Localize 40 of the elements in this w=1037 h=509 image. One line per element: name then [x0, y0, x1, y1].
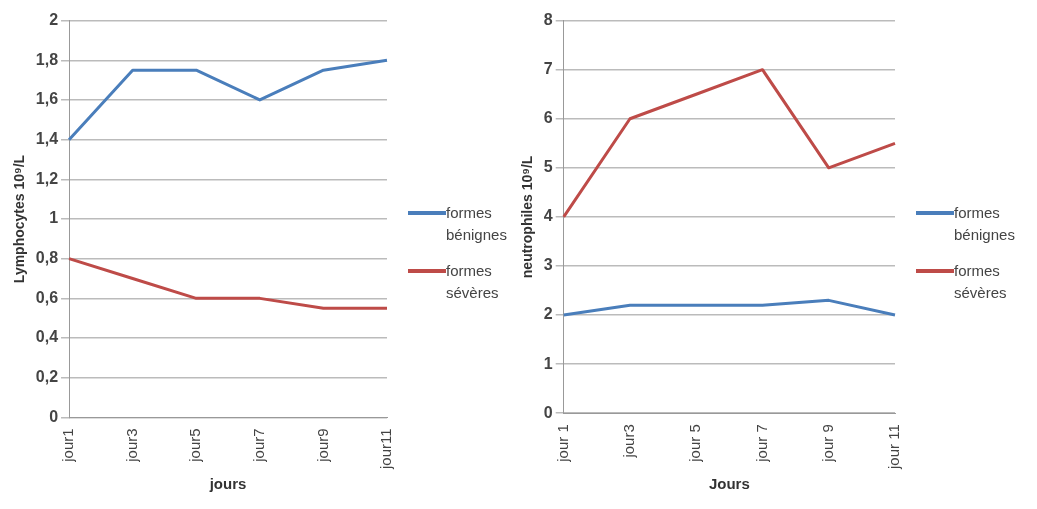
y-tick-label: 8	[543, 11, 553, 29]
y-tick-label: 0	[543, 403, 553, 421]
x-axis-title: Jours	[708, 475, 750, 493]
y-tick-label: 4	[543, 207, 553, 225]
y-axis-title: Lymphocytes 10⁹/L	[11, 154, 28, 284]
y-tick-label: 1,4	[35, 130, 59, 148]
y-tick-label: 1	[543, 354, 553, 372]
y-tick-label: 3	[543, 256, 553, 274]
y-tick-label: 6	[543, 109, 553, 127]
x-tick-label: jour1	[59, 428, 77, 463]
x-tick-label: jour7	[249, 428, 267, 463]
y-tick-label: 0,4	[35, 328, 59, 346]
legend-label: formes sévères	[446, 261, 500, 303]
x-tick-label: jour3	[620, 424, 638, 459]
y-tick-label: 0,6	[35, 288, 59, 306]
y-tick-label: 0,8	[35, 249, 59, 267]
y-tick-label: 1	[49, 209, 59, 227]
y-tick-label: 1,2	[35, 169, 59, 187]
y-tick-label: 0	[49, 407, 59, 425]
x-axis-title: jours	[208, 475, 247, 493]
x-tick-label: jour 7	[752, 424, 770, 463]
y-tick-label: 1,6	[35, 90, 59, 108]
y-tick-label: 2	[543, 305, 553, 323]
x-tick-label: jour3	[122, 428, 140, 463]
y-tick-label: 7	[543, 60, 553, 78]
y-tick-label: 0,2	[35, 368, 59, 386]
legend-label: formes bénignes	[446, 203, 508, 245]
x-tick-label: jour5	[186, 428, 204, 463]
y-tick-label: 5	[543, 158, 553, 176]
y-tick-label: 2	[49, 11, 59, 29]
x-tick-label: jour 9	[818, 424, 836, 463]
y-axis-title: neutrophiles 10⁹/L	[519, 155, 536, 279]
x-tick-label: jour 5	[686, 424, 704, 463]
y-tick-label: 1,8	[35, 50, 59, 68]
x-tick-label: jour9	[313, 428, 331, 463]
legend-label: formes sévères	[954, 261, 1008, 303]
x-tick-label: jour 1	[553, 424, 571, 463]
x-tick-label: jour 11	[885, 424, 903, 471]
legend-label: formes bénignes	[954, 203, 1016, 245]
x-tick-label: jour11	[377, 428, 395, 471]
